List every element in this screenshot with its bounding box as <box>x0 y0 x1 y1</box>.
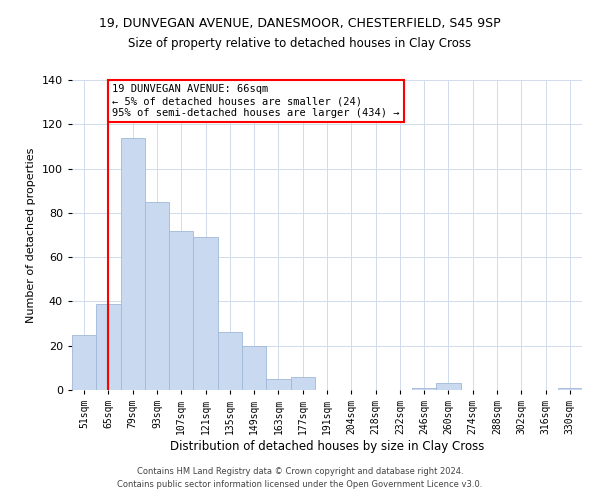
Text: Size of property relative to detached houses in Clay Cross: Size of property relative to detached ho… <box>128 38 472 51</box>
Bar <box>145 202 169 390</box>
Bar <box>169 230 193 390</box>
Bar <box>218 332 242 390</box>
Bar <box>412 388 436 390</box>
Text: 19 DUNVEGAN AVENUE: 66sqm
← 5% of detached houses are smaller (24)
95% of semi-d: 19 DUNVEGAN AVENUE: 66sqm ← 5% of detach… <box>112 84 400 117</box>
Bar <box>121 138 145 390</box>
Bar <box>266 379 290 390</box>
Bar <box>96 304 121 390</box>
Bar <box>72 334 96 390</box>
Text: 19, DUNVEGAN AVENUE, DANESMOOR, CHESTERFIELD, S45 9SP: 19, DUNVEGAN AVENUE, DANESMOOR, CHESTERF… <box>99 18 501 30</box>
Bar <box>558 388 582 390</box>
Bar <box>193 237 218 390</box>
Text: Contains public sector information licensed under the Open Government Licence v3: Contains public sector information licen… <box>118 480 482 489</box>
Bar <box>290 376 315 390</box>
Text: Contains HM Land Registry data © Crown copyright and database right 2024.: Contains HM Land Registry data © Crown c… <box>137 467 463 476</box>
Bar <box>436 384 461 390</box>
Y-axis label: Number of detached properties: Number of detached properties <box>26 148 36 322</box>
X-axis label: Distribution of detached houses by size in Clay Cross: Distribution of detached houses by size … <box>170 440 484 453</box>
Bar <box>242 346 266 390</box>
